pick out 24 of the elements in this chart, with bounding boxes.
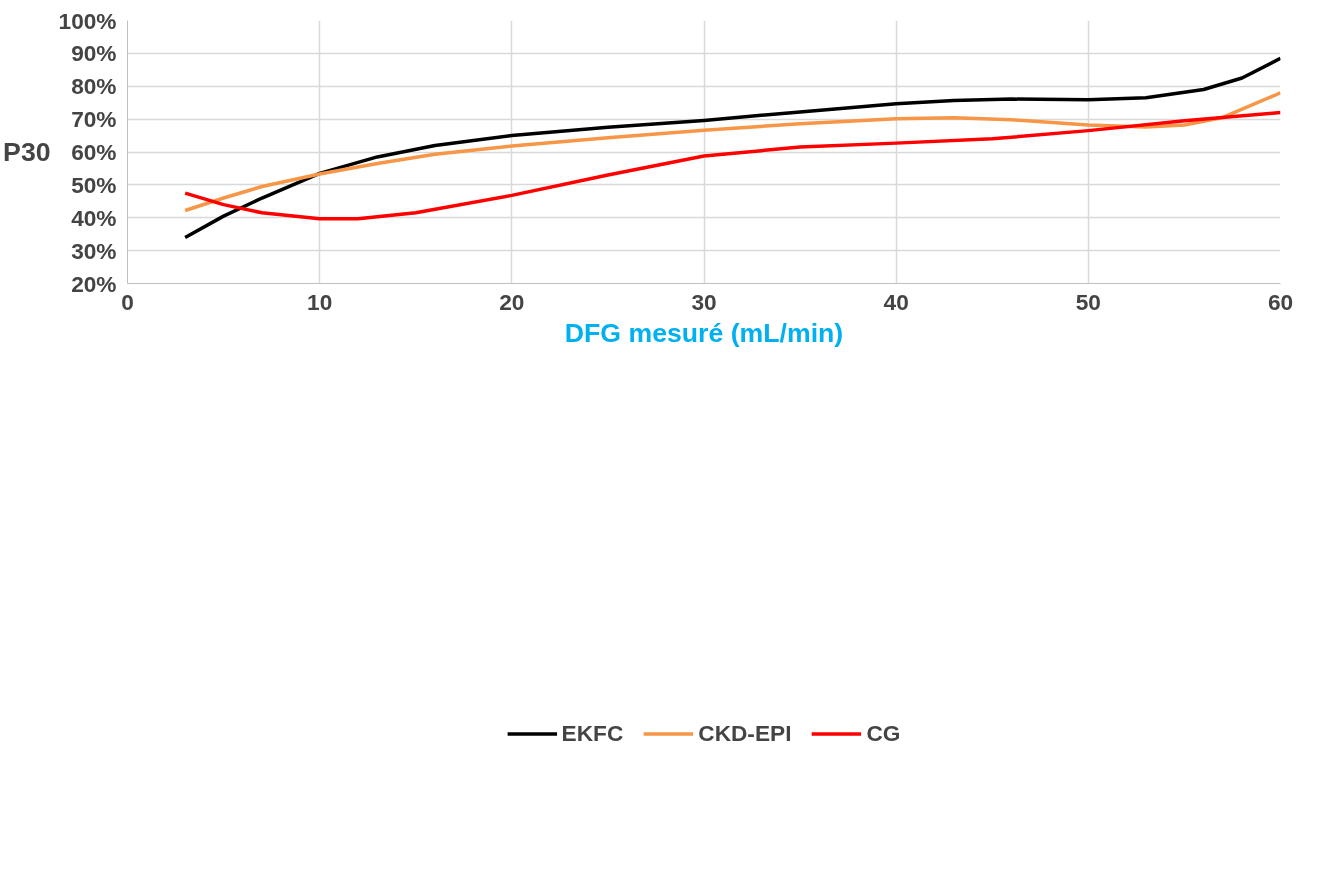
x-tick-label: 0 bbox=[121, 288, 134, 315]
x-tick-label: 10 bbox=[307, 288, 333, 315]
y-tick-label: 70% bbox=[71, 106, 117, 133]
y-tick-label: 90% bbox=[71, 40, 117, 67]
legend-label: CG bbox=[866, 719, 901, 747]
line-series bbox=[183, 91, 1281, 213]
y-tick-label: 100% bbox=[58, 7, 117, 34]
x-axis-title: DFG mesuré (mL/min) bbox=[564, 317, 844, 348]
legend-label: CKD-EPI bbox=[698, 719, 792, 747]
y-tick-label: 30% bbox=[71, 237, 117, 264]
x-tick-label: 30 bbox=[691, 288, 717, 315]
y-tick-label: 80% bbox=[71, 73, 117, 100]
y-axis-title: P30 bbox=[3, 137, 51, 167]
x-tick-label: 40 bbox=[883, 288, 909, 315]
y-tick-label: 40% bbox=[71, 204, 117, 231]
x-tick-label: 50 bbox=[1075, 288, 1101, 315]
line-series bbox=[183, 110, 1281, 221]
x-tick-label: 20 bbox=[499, 288, 525, 315]
y-tick-label: 50% bbox=[71, 171, 117, 198]
line-series bbox=[183, 56, 1281, 240]
y-tick-label: 20% bbox=[71, 270, 117, 297]
y-tick-label: 60% bbox=[71, 139, 117, 165]
legend-label: EKFC bbox=[561, 719, 624, 747]
x-tick-label: 60 bbox=[1267, 288, 1294, 315]
